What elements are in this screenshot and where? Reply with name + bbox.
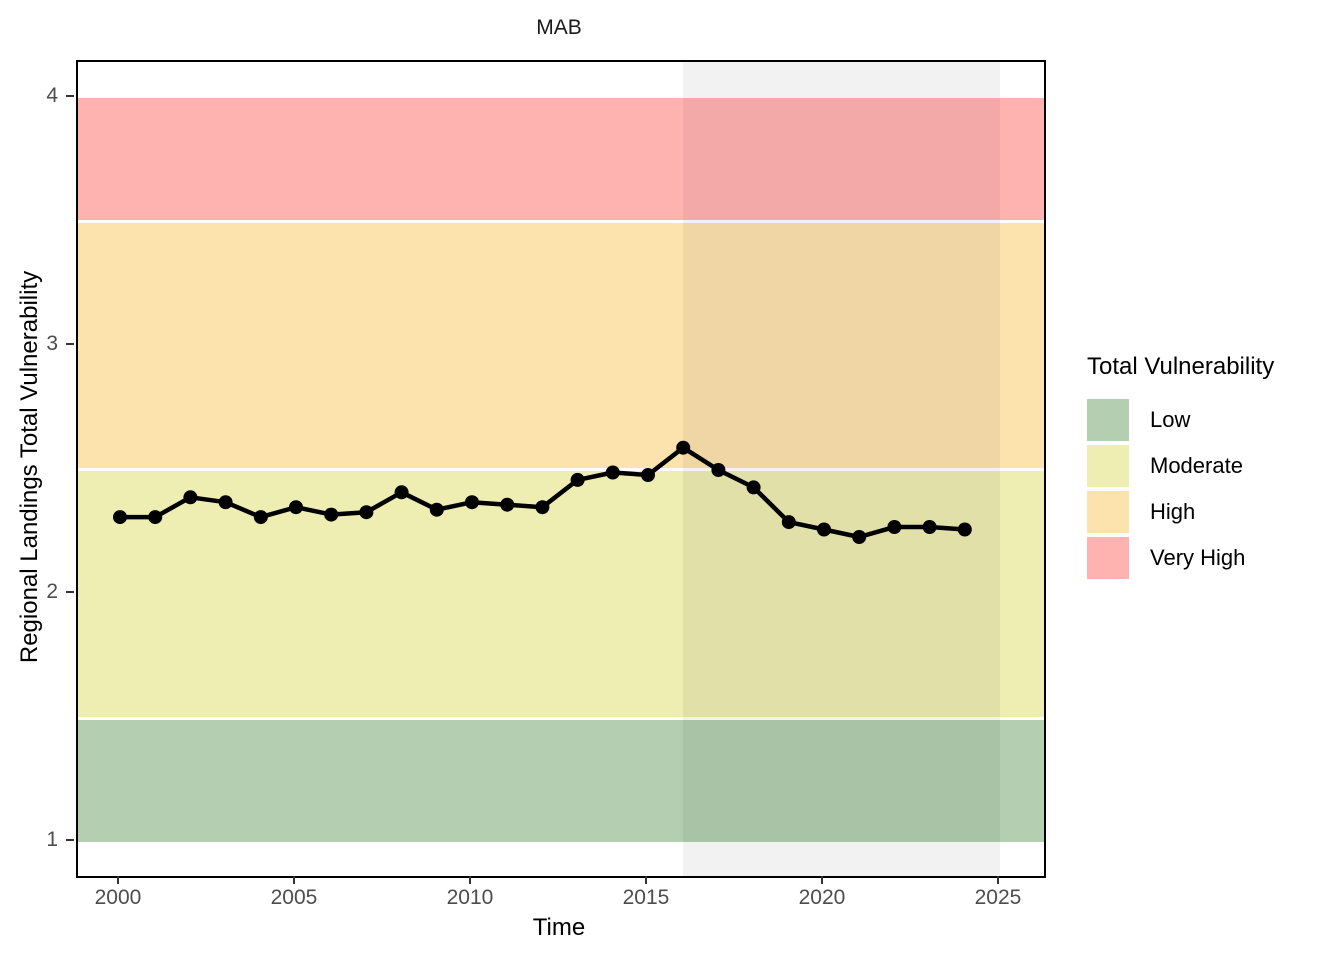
data-point	[253, 510, 268, 525]
legend-item-very-high: Very High	[1087, 537, 1274, 579]
x-tick-label: 2005	[270, 886, 318, 909]
legend-swatch	[1087, 445, 1129, 487]
y-tick-label: 2	[46, 580, 58, 603]
legend-item-label: High	[1150, 499, 1196, 524]
legend-swatch	[1087, 399, 1129, 441]
plot-area	[78, 62, 1044, 876]
x-tick-label: 2015	[622, 886, 670, 909]
legend-item-high: High	[1087, 491, 1274, 533]
data-point	[852, 530, 867, 544]
legend-item-label: Low	[1150, 407, 1191, 432]
y-tick-label: 3	[46, 331, 58, 355]
y-tick	[66, 94, 74, 97]
data-point	[570, 472, 585, 487]
band-moderate	[78, 471, 1044, 717]
legend-swatch	[1087, 537, 1129, 579]
x-tick	[996, 876, 999, 884]
data-point	[535, 500, 550, 515]
x-tick	[644, 876, 647, 884]
x-tick	[468, 876, 471, 884]
data-point	[711, 463, 726, 477]
plot-title: MAB	[536, 16, 582, 39]
data-point	[465, 495, 479, 510]
data-point	[500, 497, 515, 512]
data-point	[429, 502, 444, 517]
x-tick	[820, 876, 823, 884]
y-axis-title: Regional Landings Total Vulnerability	[16, 270, 43, 664]
legend-swatch	[1087, 491, 1129, 533]
band-very-high	[78, 97, 1044, 221]
data-point	[183, 490, 198, 505]
series-line	[120, 445, 965, 540]
x-tick-label: 2010	[446, 886, 494, 909]
data-point	[781, 515, 796, 530]
x-tick-label: 2000	[94, 886, 142, 909]
band-low	[78, 719, 1044, 842]
x-tick-label: 2025	[974, 886, 1022, 909]
legend: Total Vulnerability Low Moderate High Very …	[1087, 353, 1274, 583]
legend-title: Total Vulnerability	[1087, 353, 1275, 380]
legend-item-low: Low	[1087, 399, 1274, 441]
data-point	[746, 480, 761, 495]
data-point	[148, 510, 163, 525]
x-tick-label: 2020	[798, 886, 846, 909]
x-axis-title: Time	[532, 914, 586, 941]
data-point	[289, 500, 303, 515]
data-point	[605, 465, 620, 480]
data-point	[887, 520, 902, 534]
projection-shaded-region	[683, 62, 1000, 876]
legend-item-moderate: Moderate	[1087, 445, 1274, 487]
data-point	[922, 520, 937, 534]
data-point	[324, 507, 339, 522]
vulnerability-line-chart	[113, 440, 972, 544]
data-point	[359, 505, 374, 520]
data-point	[676, 440, 691, 455]
x-tick	[116, 876, 119, 884]
legend-items: Low Moderate High Very High	[1087, 399, 1274, 579]
data-point	[113, 510, 127, 525]
y-tick-label: 1	[46, 828, 58, 852]
y-tick	[66, 591, 74, 593]
legend-item-label: Moderate	[1150, 453, 1243, 478]
y-tick	[66, 342, 74, 345]
band-high	[78, 223, 1044, 469]
plot-panel	[76, 60, 1046, 878]
legend-item-label: Very High	[1150, 545, 1246, 570]
y-tick-label: 4	[46, 83, 58, 107]
data-point	[218, 495, 233, 510]
data-point	[817, 522, 831, 537]
data-point	[957, 522, 972, 537]
x-tick	[292, 876, 295, 884]
data-point	[641, 468, 655, 482]
y-tick	[66, 839, 74, 842]
data-point	[394, 485, 409, 500]
